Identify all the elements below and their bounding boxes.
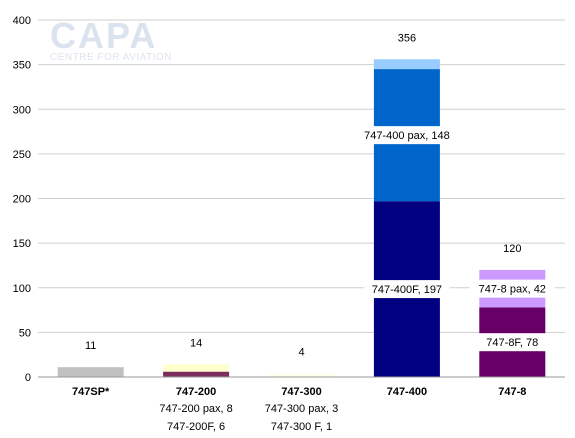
capa-logo: CAPA CENTRE FOR AVIATION	[50, 15, 172, 64]
bar-segment	[163, 364, 230, 372]
x-tick-label: 747SP*	[72, 386, 110, 398]
data-label-box	[364, 280, 450, 299]
segment-data-label: 747-8 pax, 42	[479, 284, 546, 296]
logo-sub-text: CENTRE FOR AVIATION	[50, 52, 172, 63]
data-label-box	[355, 126, 459, 145]
x-tick-label: 747-8	[498, 386, 526, 398]
x-tick-label: 747-400	[387, 386, 427, 398]
below-axis-data-label: 747-200F, 6	[167, 421, 225, 433]
segment-data-label: 747-400 pax, 148	[364, 130, 450, 142]
segment-data-label: 747-400F, 197	[372, 284, 442, 296]
data-label-box	[478, 333, 546, 352]
total-data-label: 14	[190, 338, 202, 350]
bar-segment	[57, 367, 124, 377]
logo-main-text: CAPA	[50, 15, 158, 56]
y-tick-label: 300	[13, 104, 31, 116]
y-tick-label: 400	[13, 15, 31, 27]
y-tick-label: 350	[13, 60, 31, 72]
bar-segment	[268, 373, 335, 377]
segment-data-label: 747-8F, 78	[486, 337, 538, 349]
total-data-label: 356	[398, 32, 416, 44]
total-data-label: 120	[503, 243, 521, 255]
y-tick-label: 100	[13, 283, 31, 295]
y-tick-label: 150	[13, 238, 31, 250]
data-label-box	[469, 279, 555, 298]
bar-segment	[163, 371, 230, 377]
y-tick-label: 50	[19, 327, 31, 339]
y-tick-label: 0	[25, 372, 31, 384]
x-tick-label: 747-200	[176, 386, 216, 398]
bar-segment	[373, 59, 440, 70]
x-tick-label: 747-300	[281, 386, 321, 398]
total-data-label: 4	[298, 346, 304, 358]
below-axis-data-label: 747-300 pax, 3	[265, 403, 338, 415]
y-tick-label: 250	[13, 149, 31, 161]
below-axis-data-label: 747-300 F, 1	[271, 421, 332, 433]
below-axis-data-label: 747-200 pax, 8	[159, 403, 232, 415]
y-tick-label: 200	[13, 194, 31, 206]
total-data-label: 11	[85, 340, 96, 352]
